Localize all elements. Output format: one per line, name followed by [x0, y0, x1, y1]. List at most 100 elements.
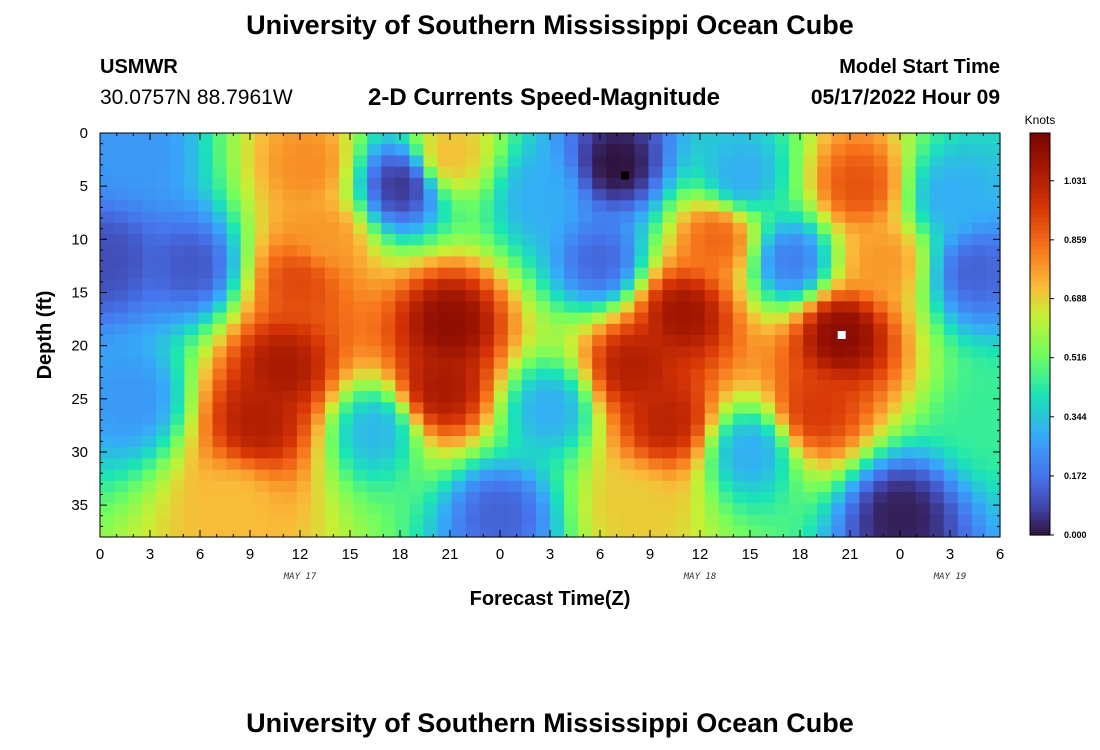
- heatmap-cell: [254, 480, 270, 493]
- heatmap-cell: [114, 368, 129, 381]
- heatmap-cell: [521, 413, 537, 426]
- heatmap-cell: [198, 245, 214, 258]
- colorbar-segment: [1030, 233, 1050, 239]
- colorbar-segment: [1030, 490, 1050, 496]
- heatmap-cell: [296, 413, 312, 426]
- heatmap-cell: [775, 323, 790, 336]
- heatmap-cell: [620, 480, 635, 493]
- heatmap-cell: [873, 503, 889, 516]
- heatmap-cell: [634, 424, 650, 437]
- heatmap-cell: [451, 222, 467, 235]
- heatmap-cell: [184, 155, 200, 168]
- heatmap-cell: [451, 357, 467, 370]
- heatmap-cell: [395, 301, 410, 314]
- heatmap-cell: [353, 256, 368, 269]
- heatmap-cell: [915, 211, 931, 224]
- heatmap-cell: [212, 177, 228, 190]
- heatmap-cell: [493, 301, 509, 314]
- heatmap-cell: [971, 177, 987, 190]
- heatmap-cell: [367, 290, 382, 302]
- heatmap-cell: [845, 492, 860, 504]
- heatmap-cell: [564, 503, 579, 516]
- colorbar-segment: [1030, 454, 1050, 460]
- x-axis-title: Forecast Time(Z): [470, 588, 631, 610]
- heatmap-cell: [634, 357, 650, 370]
- x-tick-label: 9: [646, 546, 654, 563]
- heatmap-cell: [156, 402, 171, 415]
- heatmap-cell: [929, 211, 945, 224]
- heatmap-cell: [395, 323, 410, 336]
- heatmap-cell: [212, 436, 228, 448]
- heatmap-cell: [662, 211, 678, 224]
- heatmap-cell: [915, 379, 931, 392]
- heatmap-cell: [282, 480, 298, 493]
- heatmap-cell: [339, 480, 354, 493]
- heatmap-cell: [212, 402, 228, 415]
- heatmap-cell: [690, 155, 706, 168]
- heatmap-cell: [310, 335, 326, 347]
- heatmap-cell: [282, 413, 298, 426]
- heatmap-cell: [451, 278, 467, 291]
- heatmap-cell: [240, 335, 256, 347]
- heatmap-cell: [395, 200, 410, 213]
- heatmap-cell: [606, 323, 621, 336]
- heatmap-cell: [789, 133, 804, 145]
- heatmap-cell: [971, 480, 987, 493]
- heatmap-cell: [859, 492, 875, 504]
- heatmap-cell: [268, 413, 284, 426]
- colorbar-segment: [1030, 249, 1050, 255]
- heatmap-cell: [521, 368, 537, 381]
- heatmap-cell: [943, 177, 959, 190]
- heatmap-cell: [114, 177, 129, 190]
- heatmap-cell: [789, 144, 804, 157]
- heatmap-cell: [803, 402, 818, 415]
- heatmap-cell: [325, 402, 340, 415]
- heatmap-cell: [873, 480, 889, 493]
- heatmap-cell: [381, 492, 396, 504]
- heatmap-cell: [620, 391, 635, 403]
- heatmap-cell: [226, 177, 242, 190]
- heatmap-cell: [718, 379, 734, 392]
- heatmap-cell: [535, 166, 551, 179]
- heatmap-cell: [521, 177, 537, 190]
- heatmap-cell: [592, 391, 607, 403]
- heatmap-cell: [606, 503, 621, 516]
- heatmap-cell: [479, 447, 495, 460]
- heatmap-cell: [423, 177, 439, 190]
- heatmap-cell: [775, 200, 790, 213]
- heatmap-cell: [367, 166, 382, 179]
- heatmap-cell: [339, 436, 354, 448]
- heatmap-cell: [887, 402, 903, 415]
- heatmap-cell: [381, 256, 396, 269]
- heatmap-cell: [409, 234, 425, 246]
- heatmap-cell: [676, 234, 692, 246]
- heatmap-cell: [254, 413, 270, 426]
- heatmap-cell: [690, 290, 706, 302]
- heatmap-cell: [746, 368, 762, 381]
- heatmap-cell: [479, 413, 495, 426]
- heatmap-cell: [451, 211, 467, 224]
- heatmap-cell: [634, 346, 650, 359]
- heatmap-cell: [648, 301, 664, 314]
- heatmap-cell: [170, 480, 185, 493]
- heatmap-cell: [451, 458, 467, 471]
- heatmap-cell: [985, 133, 1001, 145]
- heatmap-cell: [282, 503, 298, 516]
- heatmap-cell: [746, 357, 762, 370]
- heatmap-cell: [634, 480, 650, 493]
- heatmap-cell: [493, 312, 509, 325]
- heatmap-cell: [451, 312, 467, 325]
- heatmap-cell: [114, 200, 129, 213]
- heatmap-cell: [620, 144, 635, 157]
- heatmap-cell: [859, 166, 875, 179]
- heatmap-cell: [592, 323, 607, 336]
- heatmap-cell: [535, 267, 551, 280]
- colorbar-tick-label: 0.516: [1064, 353, 1087, 363]
- colorbar-segment: [1030, 173, 1050, 178]
- heatmap-cell: [620, 177, 635, 190]
- heatmap-cell: [381, 267, 396, 280]
- heatmap-cell: [915, 301, 931, 314]
- heatmap-cell: [212, 301, 228, 314]
- heatmap-cell: [114, 346, 129, 359]
- heatmap-cell: [100, 200, 115, 213]
